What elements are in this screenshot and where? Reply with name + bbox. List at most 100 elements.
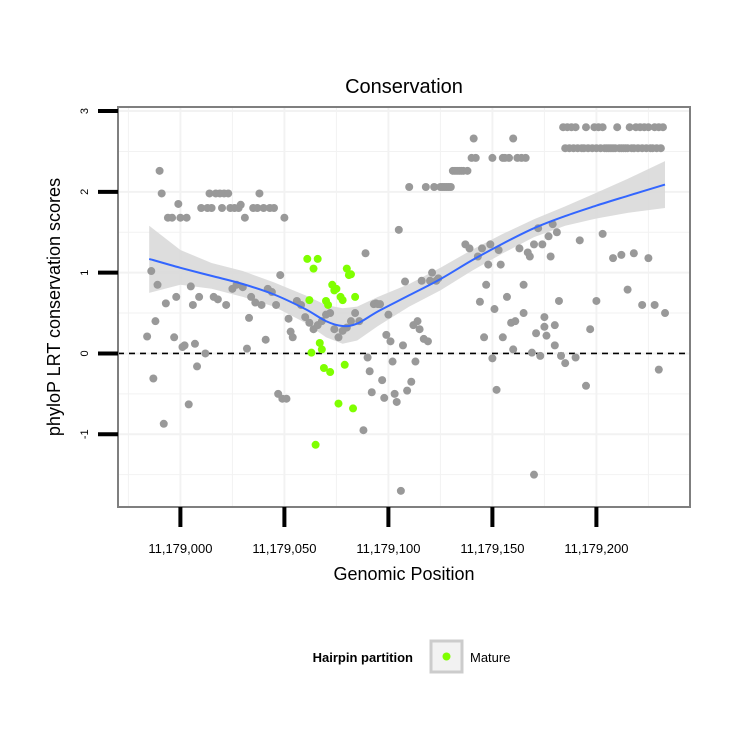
point-other: [546, 252, 555, 261]
point-other: [598, 123, 607, 132]
point-other: [398, 341, 407, 350]
point-other: [390, 389, 399, 398]
point-mature: [317, 345, 326, 354]
point-other: [411, 357, 420, 366]
point-other: [359, 426, 368, 435]
point-other: [276, 271, 285, 280]
point-other: [193, 362, 202, 371]
point-other: [218, 204, 226, 213]
point-other: [195, 292, 204, 301]
point-other: [656, 144, 665, 153]
y-tick-label: 1: [79, 270, 91, 276]
point-other: [525, 252, 534, 261]
point-other: [394, 225, 403, 234]
point-other: [509, 345, 518, 354]
point-mature: [332, 284, 341, 293]
point-other: [475, 297, 484, 306]
point-other: [382, 330, 391, 339]
point-other: [650, 300, 659, 309]
point-other: [511, 317, 520, 326]
point-other: [224, 189, 233, 198]
smooth-confidence-band: [149, 161, 665, 344]
point-other: [428, 268, 437, 277]
y-tick-label: 0: [79, 350, 91, 356]
point-other: [571, 353, 580, 362]
point-other: [484, 260, 493, 269]
point-other: [236, 200, 245, 209]
point-other: [182, 213, 191, 222]
point-other: [255, 189, 264, 198]
point-other: [259, 204, 268, 213]
point-other: [413, 317, 422, 326]
point-mature: [349, 404, 358, 413]
x-tick-label: 11,179,050: [252, 541, 316, 556]
point-other: [598, 229, 607, 238]
legend-label-mature: Mature: [470, 650, 510, 665]
point-other: [538, 240, 547, 249]
point-other: [550, 341, 559, 350]
point-other: [205, 189, 214, 198]
point-mature: [340, 360, 349, 369]
point-other: [544, 232, 553, 241]
point-other: [471, 153, 480, 162]
point-other: [490, 305, 499, 314]
point-other: [478, 244, 486, 253]
point-other: [305, 318, 314, 327]
point-other: [403, 386, 412, 395]
point-other: [638, 300, 647, 309]
point-mature: [303, 254, 312, 263]
point-other: [351, 309, 360, 318]
point-other: [376, 300, 385, 309]
x-tick-label: 11,179,200: [564, 541, 628, 556]
legend-title: Hairpin partition: [313, 650, 413, 665]
point-mature: [351, 292, 360, 301]
point-other: [571, 123, 580, 132]
point-other: [326, 309, 335, 318]
point-other: [301, 313, 310, 322]
point-other: [161, 299, 170, 308]
y-tick-label: 2: [79, 189, 91, 195]
point-other: [582, 381, 590, 390]
point-other: [488, 354, 497, 363]
point-other: [494, 246, 503, 255]
point-other: [552, 228, 561, 237]
point-other: [540, 313, 549, 322]
point-other: [157, 189, 166, 198]
point-other: [582, 123, 590, 132]
point-other: [661, 309, 670, 318]
point-other: [168, 213, 177, 222]
point-other: [519, 309, 528, 318]
point-other: [488, 153, 497, 162]
point-other: [530, 470, 538, 479]
point-other: [207, 204, 216, 213]
point-other: [378, 376, 387, 385]
point-mature: [311, 440, 320, 449]
point-mature: [307, 348, 316, 357]
point-other: [486, 240, 495, 249]
point-other: [190, 339, 199, 348]
point-mature: [326, 368, 335, 377]
point-mature: [305, 296, 314, 305]
point-other: [415, 325, 424, 334]
y-axis: -1 0 1 2 3: [79, 108, 118, 439]
point-other: [245, 313, 254, 322]
point-other: [282, 394, 291, 403]
point-mature: [324, 300, 333, 309]
legend: Hairpin partition Mature: [313, 639, 510, 674]
point-other: [480, 333, 489, 342]
point-other: [280, 213, 289, 222]
panel-border: [117, 106, 691, 508]
point-other: [550, 321, 559, 330]
point-other: [386, 337, 395, 346]
point-other: [380, 393, 389, 402]
x-axis-label: Genomic Position: [333, 564, 474, 584]
point-other: [515, 244, 524, 253]
point-other: [446, 183, 455, 191]
point-other: [346, 317, 355, 326]
point-other: [430, 183, 439, 191]
point-other: [502, 292, 511, 301]
point-other: [592, 296, 601, 305]
point-other: [586, 325, 595, 334]
point-other: [147, 267, 156, 276]
point-other: [155, 166, 164, 175]
